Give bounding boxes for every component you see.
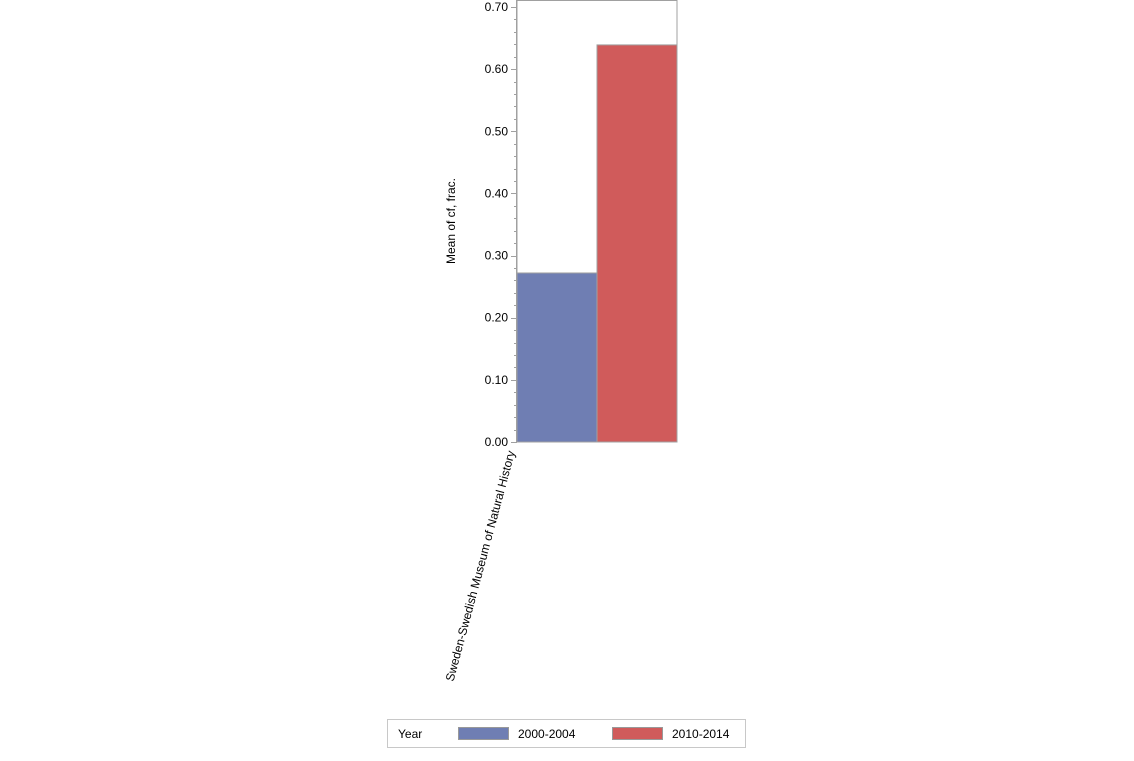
- y-tick-label: 0.40: [485, 186, 509, 200]
- legend-title: Year: [398, 727, 422, 741]
- legend-label-2000-2004: 2000-2004: [518, 727, 576, 741]
- bars: [516, 44, 678, 443]
- legend-swatch-2000-2004: [458, 727, 509, 740]
- y-axis-label: Mean of cf, frac.: [444, 178, 458, 264]
- plot-frame: [516, 0, 678, 443]
- y-tick-label: 0.30: [485, 249, 509, 263]
- bar-2010-2014: [596, 44, 678, 443]
- y-tick-label: 0.20: [485, 311, 509, 325]
- legend: Year 2000-2004 2010-2014: [387, 719, 746, 748]
- legend-frame: [387, 719, 746, 748]
- bar-2000-2004: [516, 272, 598, 443]
- y-axis: 0.00 0.10 0.20 0.30 0.40 0.50 0.60 0.70: [485, 0, 517, 449]
- x-tick-label: Sweden-Swedish Museum of Natural History: [443, 449, 518, 683]
- legend-label-2010-2014: 2010-2014: [672, 727, 730, 741]
- y-tick-label: 0.70: [485, 0, 509, 14]
- y-tick-label: 0.60: [485, 62, 509, 76]
- y-tick-label: 0.10: [485, 373, 509, 387]
- y-tick-label: 0.50: [485, 124, 509, 138]
- legend-swatch-2010-2014: [612, 727, 663, 740]
- y-tick-label: 0.00: [485, 435, 509, 449]
